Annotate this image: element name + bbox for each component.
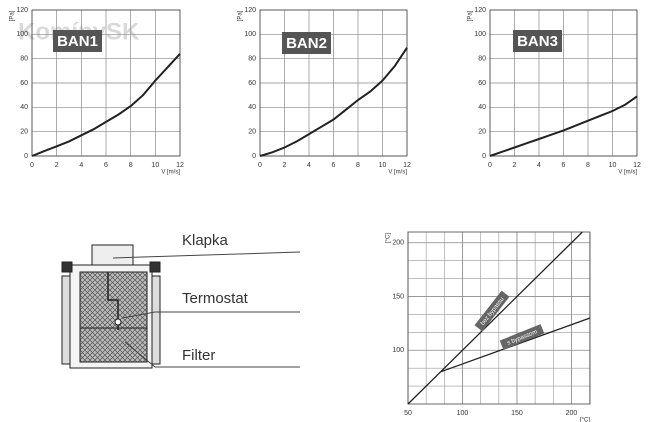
leader — [124, 341, 156, 368]
y-tick-label: 20 — [248, 129, 256, 136]
x-tick-label: 0 — [30, 162, 34, 169]
corner — [61, 261, 73, 273]
filter — [79, 271, 148, 363]
x-axis-label: V [m/s] — [618, 170, 637, 176]
chart-title: BAN3 — [517, 33, 558, 50]
y-tick-label: 100 — [392, 347, 404, 354]
plot-frame — [489, 9, 638, 157]
title-box — [282, 32, 331, 54]
y-tick-label: 20 — [20, 129, 28, 136]
line-series — [31, 53, 181, 157]
y-tick-label: 80 — [248, 56, 256, 63]
x-tick-label: 4 — [537, 162, 541, 169]
flap-housing — [91, 244, 134, 266]
diagram-label: Termostat — [182, 290, 249, 307]
x-tick-label: 10 — [379, 162, 387, 169]
series-label-box — [474, 290, 510, 332]
flap-rod — [107, 272, 119, 330]
x-tick-label: 2 — [513, 162, 517, 169]
diagram-label: Klapka — [182, 232, 229, 249]
y-tick-label: 120 — [244, 7, 256, 14]
y-tick-label: 40 — [248, 104, 256, 111]
title-box — [513, 30, 562, 52]
x-tick-label: 4 — [79, 162, 83, 169]
x-tick-label: 12 — [403, 162, 411, 169]
y-tick-label: 200 — [392, 240, 404, 247]
y-tick-label: 40 — [20, 104, 28, 111]
diagram-label: Filter — [182, 347, 215, 364]
x-tick-label: 4 — [307, 162, 311, 169]
title-box — [53, 30, 102, 52]
line-series — [407, 231, 583, 405]
x-tick-label: 0 — [258, 162, 262, 169]
leader — [112, 251, 301, 259]
series-label-box — [499, 324, 545, 350]
y-axis-label: [°C] — [386, 233, 392, 243]
plot-frame — [259, 9, 408, 157]
y-tick-label: 60 — [478, 80, 486, 87]
y-tick-label: 0 — [482, 153, 486, 160]
x-tick-label: 12 — [176, 162, 184, 169]
y-tick-label: 100 — [474, 31, 486, 38]
x-tick-label: 8 — [356, 162, 360, 169]
device-diagram — [61, 244, 301, 369]
y-tick-label: 100 — [16, 31, 28, 38]
leader — [121, 311, 156, 319]
x-tick-label: 0 — [488, 162, 492, 169]
y-tick-label: 20 — [478, 129, 486, 136]
x-tick-label: 200 — [566, 410, 578, 417]
x-tick-label: 8 — [586, 162, 590, 169]
y-tick-label: 120 — [474, 7, 486, 14]
y-tick-label: 0 — [252, 153, 256, 160]
y-tick-label: 0 — [24, 153, 28, 160]
x-tick-label: 6 — [562, 162, 566, 169]
x-tick-label: 100 — [457, 410, 469, 417]
x-axis-label: [°C] — [580, 418, 590, 422]
x-tick-label: 50 — [404, 410, 412, 417]
y-axis-label: [Pa] — [238, 10, 244, 21]
thermostat — [114, 318, 122, 326]
y-tick-label: 80 — [20, 56, 28, 63]
side-panel — [151, 275, 161, 365]
x-tick-label: 2 — [55, 162, 59, 169]
y-tick-label: 150 — [392, 293, 404, 300]
x-tick-label: 6 — [332, 162, 336, 169]
y-axis-label: [Pa] — [10, 10, 16, 21]
y-tick-label: 80 — [478, 56, 486, 63]
y-axis-label: [Pa] — [468, 10, 474, 21]
x-tick-label: 8 — [129, 162, 133, 169]
y-tick-label: 60 — [20, 80, 28, 87]
side-panel — [61, 275, 71, 365]
x-tick-label: 12 — [633, 162, 641, 169]
x-axis-label: V [m/s] — [388, 170, 407, 176]
x-tick-label: 150 — [511, 410, 523, 417]
corner — [149, 261, 161, 273]
y-tick-label: 120 — [16, 7, 28, 14]
y-tick-label: 40 — [478, 104, 486, 111]
x-tick-label: 10 — [609, 162, 617, 169]
chart-title: BAN1 — [57, 33, 98, 50]
line-series — [489, 95, 638, 157]
y-tick-label: 60 — [248, 80, 256, 87]
x-tick-label: 10 — [151, 162, 159, 169]
line-series — [259, 47, 408, 157]
plot-frame — [31, 9, 181, 157]
x-tick-label: 6 — [104, 162, 108, 169]
x-axis-label: V [m/s] — [161, 170, 180, 176]
x-tick-label: 2 — [283, 162, 287, 169]
y-tick-label: 100 — [244, 31, 256, 38]
chart-title: BAN2 — [286, 35, 327, 52]
